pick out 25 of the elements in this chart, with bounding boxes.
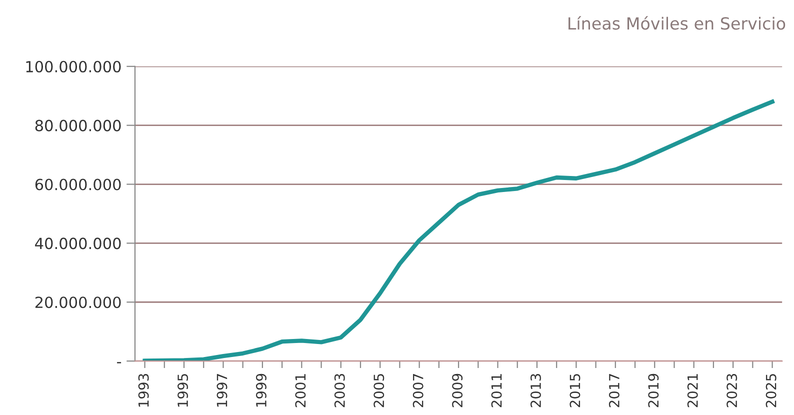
x-tick-label: 2003 — [334, 374, 345, 408]
x-tick-label: 2013 — [530, 374, 542, 408]
y-tick-label: 40.000.000 — [35, 238, 121, 250]
x-tick-label: 2017 — [608, 374, 620, 408]
x-tick-label: 2025 — [766, 374, 776, 408]
x-tick-label: 1999 — [256, 374, 266, 407]
x-tick-label: 2015 — [570, 374, 580, 408]
x-tick-label: 2009 — [452, 374, 463, 408]
y-tick-label: 100.000.000 — [26, 60, 121, 72]
x-tick-label: 2005 — [374, 374, 384, 408]
y-tick-label: 60.000.000 — [35, 178, 121, 190]
x-tick-label: 2007 — [412, 374, 424, 408]
x-tick-label: 1993 — [138, 374, 149, 407]
x-tick-label: 2021 — [687, 374, 698, 408]
chart-title: Líneas Móviles en Servicio — [568, 16, 786, 30]
y-tick-label: - — [117, 362, 122, 364]
line-series — [142, 100, 774, 362]
x-tick-label: 2001 — [295, 374, 306, 408]
x-tick-label: 1997 — [216, 374, 228, 407]
y-tick-label: 20.000.000 — [35, 296, 121, 308]
x-tick-label: 2011 — [491, 374, 502, 408]
x-tick-label: 1995 — [178, 374, 188, 407]
x-tick-label: 2023 — [726, 374, 738, 408]
x-tick-label: 2019 — [648, 374, 659, 408]
y-tick-label: 80.000.000 — [35, 120, 121, 132]
